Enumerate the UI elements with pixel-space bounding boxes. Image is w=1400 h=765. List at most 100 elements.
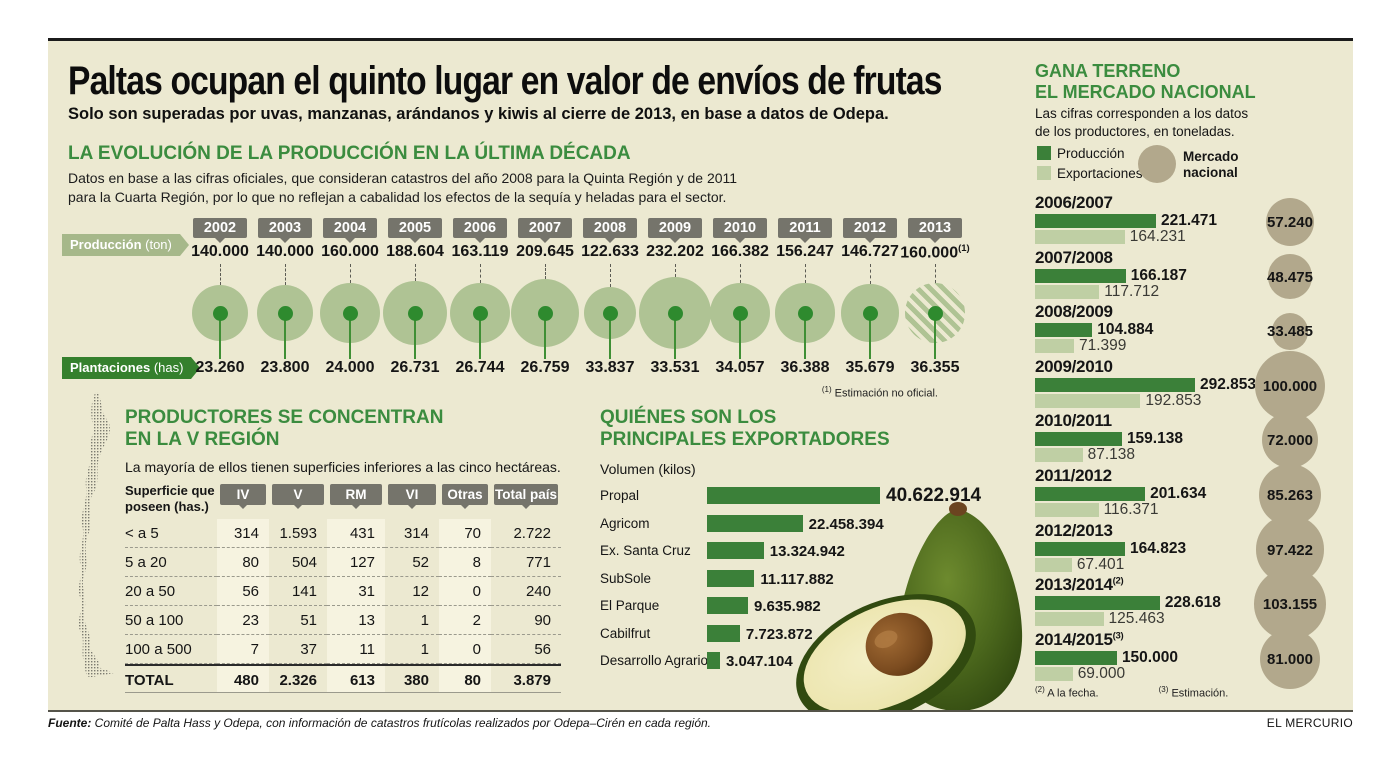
national-footnotes: (2) A la fecha. (3) Estimación. (1035, 685, 1353, 700)
connector-dashed-line (805, 264, 806, 284)
bubble-stem-line (934, 313, 936, 359)
exporter-value: 40.622.914 (886, 485, 982, 506)
bubble-center-dot (732, 305, 748, 321)
legend-production-swatch (1037, 146, 1051, 160)
exporter-name: El Parque (600, 598, 660, 613)
market-value: 33.485 (1267, 323, 1313, 341)
season-label: 2014/2015(3) (1035, 629, 1124, 649)
table-cell: 56 (491, 635, 561, 664)
connector-dashed-line (480, 264, 481, 283)
table-column-header: Otras (439, 481, 491, 519)
national-footnote-2: (2) A la fecha. (1035, 685, 1099, 700)
market-circle (1259, 628, 1321, 690)
exporter-row: El Parque 9.635.982 (600, 597, 1030, 615)
season-label: 2012/2013 (1035, 520, 1113, 540)
season-block: 2011/2012 201.634 116.371 85.263 (1035, 463, 1353, 527)
production-value: 232.202 (646, 243, 704, 260)
table-column-badge: RM (330, 484, 382, 509)
table-total-cell: 3.879 (491, 664, 561, 693)
season-production-bar (1035, 487, 1146, 501)
season-production-value: 150.000 (1121, 648, 1178, 666)
year-badge: 2005 (388, 218, 442, 243)
production-value: 140.000 (256, 243, 314, 260)
table-cell: 2.722 (491, 519, 561, 548)
table-row-label: 20 a 50 (125, 577, 217, 606)
plantation-value: 26.731 (390, 359, 440, 376)
plantation-value: 36.355 (910, 359, 960, 376)
production-tag-unit: (ton) (141, 237, 172, 252)
table-cell: 70 (439, 519, 491, 548)
season-label: 2011/2012 (1035, 466, 1112, 485)
season-exports-value: 116.371 (1103, 501, 1159, 518)
table-total-cell: 480 (217, 664, 269, 693)
legend-exports-swatch (1037, 166, 1051, 180)
plantation-tag-unit: (has) (150, 360, 184, 375)
season-block: 2007/2008 166.187 117.712 48.475 (1035, 248, 1353, 302)
table-cell: 51 (269, 606, 327, 635)
plantation-value: 36.388 (780, 359, 830, 376)
connector-dashed-line (610, 264, 611, 287)
exporter-row: Desarrollo Agrario 3.047.104 (600, 652, 1030, 670)
producers-table: Superficie que poseen (has.) IV V RM VI Otras… (125, 481, 561, 693)
legend-market-circle (1138, 145, 1176, 183)
table-column-badge: IV (220, 484, 266, 509)
national-subtext: Las cifras corresponden a los datos de l… (1035, 106, 1249, 139)
production-value: 188.604 (386, 243, 444, 260)
market-value: 72.000 (1267, 432, 1313, 450)
table-total-cell: 80 (439, 664, 491, 693)
exporter-bar (707, 624, 740, 642)
plantation-value: 23.260 (195, 359, 245, 376)
evolution-footnote-sup: (1) (821, 385, 832, 394)
table-cell: 0 (439, 577, 491, 606)
production-tag-bold: Producción (70, 237, 142, 252)
source-line: Fuente: Comité de Palta Hass y Odepa, co… (48, 716, 711, 730)
page-title: Paltas ocupan el quinto lugar en valor d… (68, 59, 942, 103)
table-column-header: V (269, 481, 327, 519)
publisher-credit: EL MERCURIO (1266, 716, 1353, 730)
national-footnote-3-text: Estimación. (1168, 687, 1229, 700)
table-cell: 314 (385, 519, 439, 548)
evolution-footnote: (1) Estimación no oficial. (688, 385, 938, 400)
season-exports-bar (1035, 230, 1125, 244)
connector-dashed-line (415, 264, 416, 281)
table-row-label: 5 a 20 (125, 548, 217, 577)
season-block: 2010/2011 159.138 87.138 72.000 (1035, 411, 1353, 469)
connector-dashed-line (740, 264, 741, 283)
season-block: 2012/2013 164.823 67.401 97.422 (1035, 515, 1353, 584)
table-cell: 8 (439, 548, 491, 577)
bubble-center-dot (407, 305, 423, 321)
season-block: 2006/2007 221.471 164.231 57.240 (1035, 193, 1353, 247)
national-footnote-2-sup: (2) (1035, 685, 1045, 694)
season-production-bar (1035, 541, 1126, 556)
table-cell: 80 (217, 548, 269, 577)
exporter-value: 7.723.872 (745, 625, 813, 643)
season-label: 2006/2007 (1035, 193, 1113, 212)
table-cell: 504 (269, 548, 327, 577)
season-production-bar (1035, 377, 1195, 392)
connector-dashed-line (220, 264, 221, 286)
season-label-sup: (2) (1112, 575, 1124, 587)
infographic-canvas: Paltas ocupan el quinto lugar en valor d… (48, 38, 1353, 712)
season-block: 2014/2015(3) 150.000 69.000 81.000 (1035, 628, 1353, 690)
bubble-stem-line (349, 313, 351, 359)
bubble-stem-line (869, 313, 871, 359)
market-circle (1262, 412, 1318, 469)
table-total-cell: 2.326 (269, 664, 327, 693)
exporter-bar (707, 569, 755, 587)
bubble-center-dot (862, 305, 878, 321)
production-value: 156.247 (776, 243, 834, 260)
season-exports-bar (1035, 612, 1104, 627)
production-timeline-chart: Producción (ton) Plantaciones (has) (1) … (48, 218, 1035, 403)
season-block: 2009/2010 292.853 192.853 100.000 (1035, 350, 1353, 421)
table-column-header: RM (327, 481, 385, 519)
table-cell: 771 (491, 548, 561, 577)
production-value: 160.000(1) (900, 243, 970, 262)
season-exports-bar (1035, 503, 1099, 517)
exporter-name: Desarrollo Agrario (600, 653, 709, 668)
exporters-heading: QUIÉNES SON LOS PRINCIPALES EXPORTADORES (600, 407, 890, 451)
table-column-header: IV (217, 481, 269, 519)
page-subtitle: Solo son superadas por uvas, manzanas, a… (68, 105, 889, 123)
table-cell: 11 (327, 635, 385, 664)
exporter-row: Propal 40.622.914 (600, 485, 1030, 506)
bubble-stem-line (609, 313, 611, 359)
